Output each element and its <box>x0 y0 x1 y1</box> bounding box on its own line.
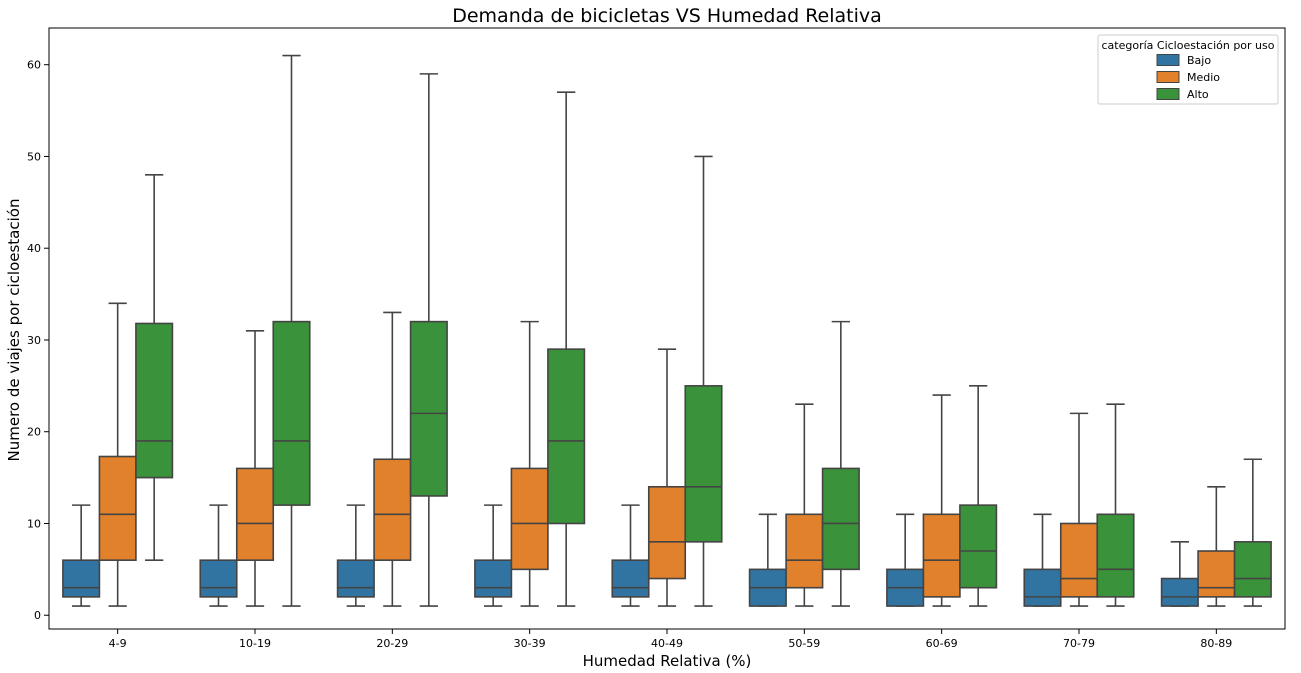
x-tick-label: 20-29 <box>376 637 408 650</box>
box-body <box>1096 513 1135 598</box>
y-tick-label: 40 <box>27 242 41 255</box>
box-body <box>474 559 513 598</box>
x-tick-label: 80-89 <box>1200 637 1232 650</box>
box-body <box>336 559 375 598</box>
box-body <box>373 458 412 561</box>
box-alto-70-79 <box>1096 403 1135 607</box>
legend-label-alto: Alto <box>1187 88 1209 101</box>
legend-swatch-medio <box>1156 71 1180 83</box>
box-body <box>1233 541 1272 598</box>
box-medio-80-89 <box>1197 485 1236 607</box>
box-body <box>1023 568 1062 607</box>
box-medio-20-29 <box>373 311 412 607</box>
box-body <box>547 348 586 525</box>
box-alto-80-89 <box>1233 458 1272 607</box>
x-tick-label: 50-59 <box>788 637 820 650</box>
box-body <box>409 320 448 497</box>
y-axis-label: Numero de viajes por cicloestación <box>5 199 23 462</box>
x-tick-label: 40-49 <box>651 637 683 650</box>
box-alto-60-69 <box>959 385 998 607</box>
legend-swatch-bajo <box>1156 54 1180 66</box>
box-body <box>272 320 311 506</box>
y-tick-label: 50 <box>27 150 41 163</box>
box-medio-10-19 <box>235 329 275 607</box>
box-body <box>62 559 101 598</box>
box-bajo-10-19 <box>199 504 238 607</box>
box-bajo-50-59 <box>748 513 787 607</box>
box-alto-50-59 <box>821 320 860 607</box>
box-medio-50-59 <box>785 403 824 607</box>
legend-label-medio: Medio <box>1187 71 1220 84</box>
box-body <box>510 467 549 571</box>
legend-title: categoría Cicloestación por uso <box>1102 39 1275 52</box>
legend-swatch-alto <box>1156 88 1180 100</box>
box-body <box>98 455 137 561</box>
y-tick-label: 60 <box>27 59 41 72</box>
box-body <box>1197 550 1236 598</box>
box-alto-4-9 <box>135 174 174 561</box>
legend-items: Bajo Medio Alto <box>1156 54 1220 101</box>
legend-label-bajo: Bajo <box>1187 54 1211 67</box>
x-tick-label: 60-69 <box>926 637 958 650</box>
box-medio-40-49 <box>647 348 687 607</box>
legend: categoría Cicloestación por uso Bajo Medi… <box>1097 34 1279 105</box>
x-tick-label: 70-79 <box>1063 637 1095 650</box>
box-body <box>1059 522 1099 598</box>
y-tick-label: 20 <box>27 426 41 439</box>
legend-frame <box>1097 34 1279 105</box>
box-body <box>959 504 998 589</box>
y-tick-label: 10 <box>27 517 41 530</box>
box-medio-70-79 <box>1059 412 1099 607</box>
box-medio-30-39 <box>510 320 549 607</box>
box-bajo-40-49 <box>611 504 650 607</box>
x-tick-label: 4-9 <box>109 637 127 650</box>
box-body <box>922 513 961 598</box>
plot-area: 0 10 20 30 40 50 60 4-9 10-19 20-29 30-39 40-49 50-5… <box>27 27 1286 650</box>
box-body <box>199 559 238 598</box>
box-bajo-4-9 <box>62 504 101 607</box>
box-alto-10-19 <box>272 54 311 607</box>
box-body <box>1160 577 1199 607</box>
box-bajo-30-39 <box>474 504 513 607</box>
box-bajo-70-79 <box>1023 513 1062 607</box>
box-body <box>611 559 650 598</box>
y-tick-label: 30 <box>27 334 41 347</box>
box-bajo-60-69 <box>886 513 925 607</box>
box-body <box>647 485 687 580</box>
box-body <box>684 385 723 543</box>
x-tick-label: 10-19 <box>239 637 271 650</box>
box-bajo-80-89 <box>1160 541 1199 607</box>
box-body <box>821 467 860 571</box>
x-axis-label: Humedad Relativa (%) <box>583 652 752 670</box>
chart-title: Demanda de bicicletas VS Humedad Relativ… <box>452 5 882 27</box>
box-alto-40-49 <box>684 155 723 607</box>
box-medio-4-9 <box>98 302 137 607</box>
box-body <box>135 322 174 479</box>
box-alto-30-39 <box>547 91 586 607</box>
box-bajo-20-29 <box>336 504 375 607</box>
box-body <box>235 467 275 561</box>
box-body <box>785 513 824 589</box>
box-alto-20-29 <box>409 73 448 607</box>
y-tick-label: 0 <box>34 609 41 622</box>
x-tick-label: 30-39 <box>514 637 546 650</box>
box-medio-60-69 <box>922 394 961 607</box>
